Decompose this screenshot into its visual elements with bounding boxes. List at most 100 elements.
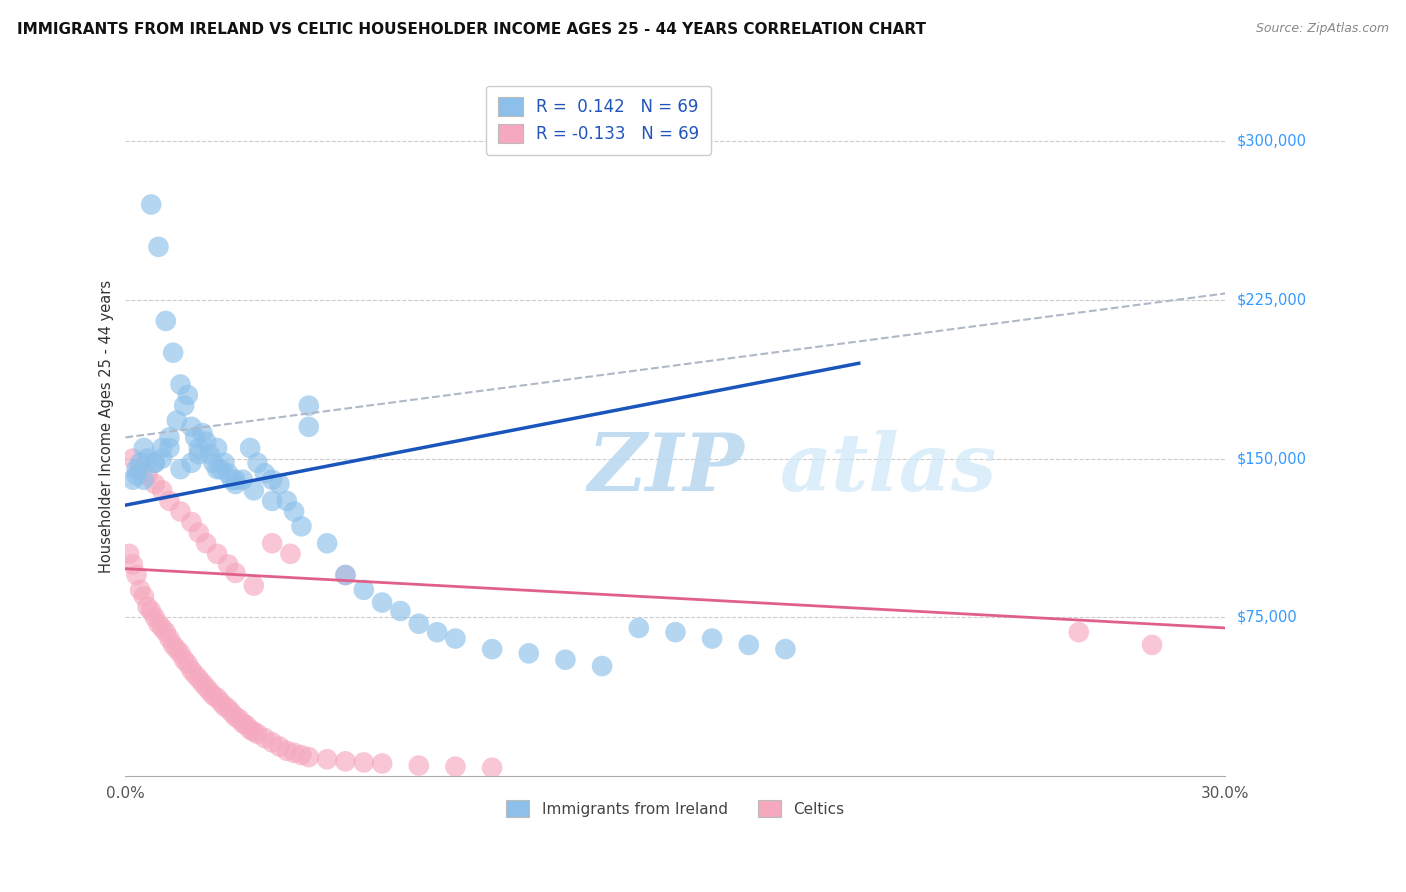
Point [205,441,228,455]
Point [150,483,173,498]
Point [129,456,152,470]
Point [136,468,159,483]
Point [353,582,375,597]
Point [371,596,394,610]
Point [198,684,221,698]
Text: ZIP: ZIP [588,430,744,508]
Point [180,456,202,470]
Point [444,759,467,773]
Point [664,625,686,640]
Point [269,739,291,754]
Text: $225,000: $225,000 [1236,293,1306,307]
Point [408,758,430,772]
Point [198,447,221,461]
Point [554,653,576,667]
Point [262,494,284,508]
Point [335,568,357,582]
Point [191,676,214,690]
Point [169,377,191,392]
Point [246,727,269,741]
Point [143,456,166,470]
Point [129,582,152,597]
Point [335,755,357,769]
Point [166,413,188,427]
Point [136,599,159,614]
Point [129,462,152,476]
Point [143,477,166,491]
Point [166,642,188,657]
Point [591,659,613,673]
Point [246,456,269,470]
Point [276,744,298,758]
Point [298,419,321,434]
Point [444,632,467,646]
Point [195,536,218,550]
Point [209,462,232,476]
Point [205,547,228,561]
Y-axis label: Householder Income Ages 25 - 44 years: Householder Income Ages 25 - 44 years [100,280,114,574]
Point [187,447,209,461]
Text: IMMIGRANTS FROM IRELAND VS CELTIC HOUSEHOLDER INCOME AGES 25 - 44 YEARS CORRELAT: IMMIGRANTS FROM IRELAND VS CELTIC HOUSEH… [17,22,927,37]
Point [269,477,291,491]
Point [143,610,166,624]
Point [517,646,540,660]
Point [243,483,266,498]
Text: $300,000: $300,000 [1236,134,1306,148]
Point [253,467,276,481]
Point [283,504,305,518]
Point [159,632,181,646]
Point [118,547,141,561]
Point [1067,625,1090,640]
Point [155,314,177,328]
Point [209,695,232,709]
Point [121,473,143,487]
Point [139,197,162,211]
Point [159,441,181,455]
Point [232,716,254,731]
Point [217,558,239,572]
Point [132,441,155,455]
Point [239,441,262,455]
Point [202,456,225,470]
Point [224,566,246,580]
Point [217,701,239,715]
Point [353,756,375,770]
Point [262,536,284,550]
Point [235,718,257,732]
Point [125,568,148,582]
Point [481,642,503,657]
Point [335,568,357,582]
Point [159,494,181,508]
Point [150,441,173,455]
Point [169,462,191,476]
Point [224,477,246,491]
Point [775,642,797,657]
Point [481,761,503,775]
Point [143,456,166,470]
Point [195,680,218,694]
Point [132,589,155,603]
Point [187,441,209,455]
Point [1140,638,1163,652]
Point [139,604,162,618]
Point [121,558,143,572]
Point [132,473,155,487]
Point [262,735,284,749]
Point [224,710,246,724]
Point [228,712,250,726]
Point [195,434,218,449]
Point [125,462,148,476]
Point [180,419,202,434]
Point [205,690,228,705]
Point [180,663,202,677]
Point [224,473,246,487]
Point [150,451,173,466]
Point [408,616,430,631]
Point [217,467,239,481]
Point [136,451,159,466]
Point [276,494,298,508]
Point [239,723,262,737]
Point [253,731,276,745]
Point [202,689,225,703]
Point [177,657,200,671]
